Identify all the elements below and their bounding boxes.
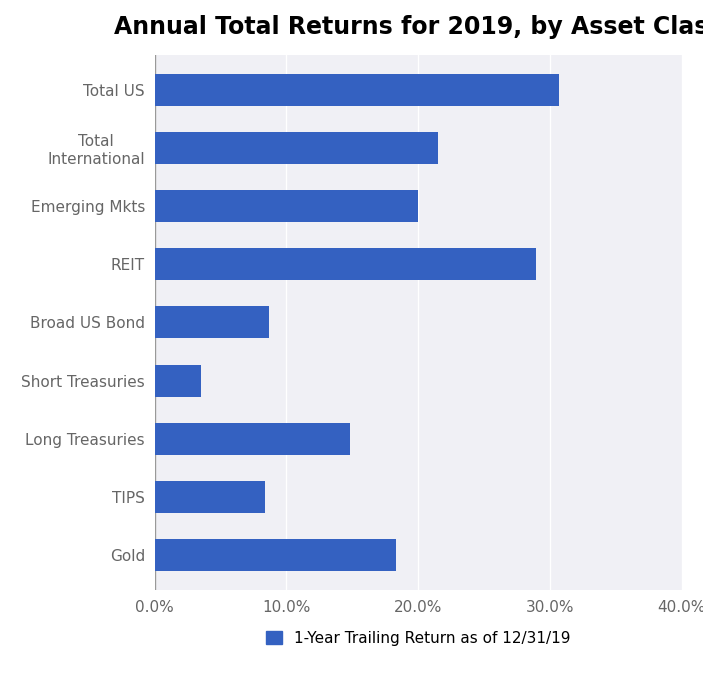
Bar (155, 74, 560, 106)
Title: Annual Total Returns for 2019, by Asset Class: Annual Total Returns for 2019, by Asset … (114, 15, 703, 39)
Legend: 1-Year Trailing Return as of 12/31/19: 1-Year Trailing Return as of 12/31/19 (260, 624, 576, 652)
Bar (155, 307, 269, 338)
Bar (155, 539, 396, 571)
Bar (155, 248, 536, 281)
Bar (155, 132, 438, 164)
Bar (155, 190, 418, 222)
Bar (155, 423, 350, 455)
Bar (155, 481, 266, 513)
Bar (155, 364, 201, 397)
